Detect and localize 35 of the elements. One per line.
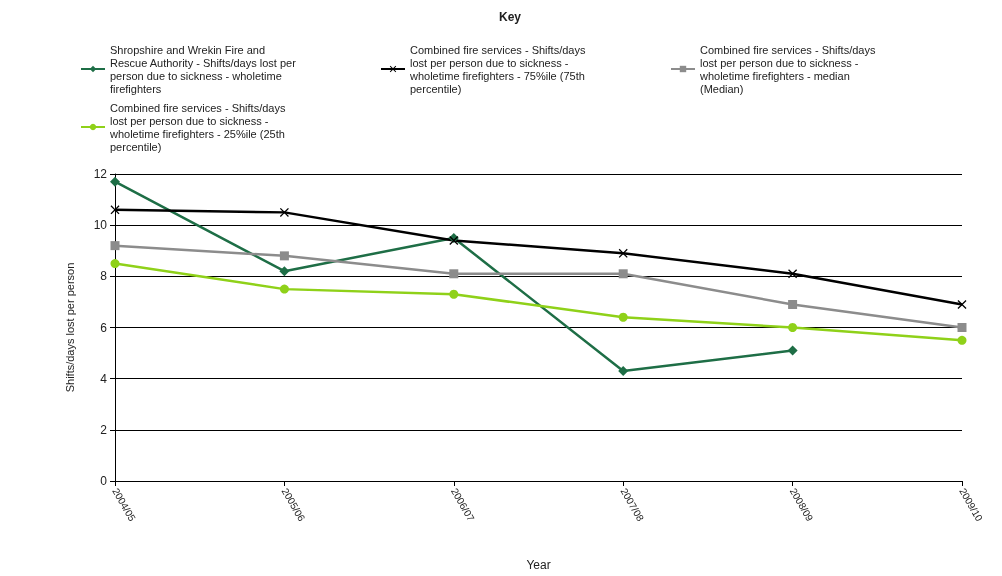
point [110,176,120,187]
point [618,269,628,279]
point [788,299,798,309]
y-tick-label: 8 [100,269,108,284]
legend-label: Combined fire services - Shifts/days lost per person due to sickness - wholetime firefighters - 25%ile (25th percentile) [109,101,289,153]
point [110,259,120,269]
y-tick-label: 6 [100,320,108,335]
point [957,323,967,332]
x-axis-title: Year [526,558,551,572]
point [279,284,289,294]
point [957,335,967,345]
point [110,241,120,251]
point [449,289,459,299]
y-tick-label: 0 [100,474,108,488]
point [788,269,798,279]
legend-label: Combined fire services - Shifts/days lost per person due to sickness - wholetime firefighters - median (Median) [699,43,879,95]
point [618,365,629,376]
point [788,323,798,332]
point [279,251,289,261]
legend-title: Key [498,10,522,24]
point [787,345,798,356]
y-tick-label: 12 [93,167,108,181]
y-tick-label: 2 [100,422,108,437]
y-tick-label: 4 [100,371,108,386]
point [618,312,628,322]
point [449,269,459,279]
legend-label: Shropshire and Wrekin Fire and Rescue Authority - Shifts/days lost per person due to sickness - wholetime firefighters [110,43,299,95]
point [618,248,628,258]
y-tick-label: 10 [93,218,108,233]
legend-label: Combined fire services - Shifts/days lost per person due to sickness - wholetime firefighters - 75%ile (75th percentile) [409,43,589,95]
point [110,205,120,215]
point [449,236,459,246]
point [279,266,290,277]
y-axis-title: Shifts/days lost per person [63,262,76,393]
point [957,299,967,309]
